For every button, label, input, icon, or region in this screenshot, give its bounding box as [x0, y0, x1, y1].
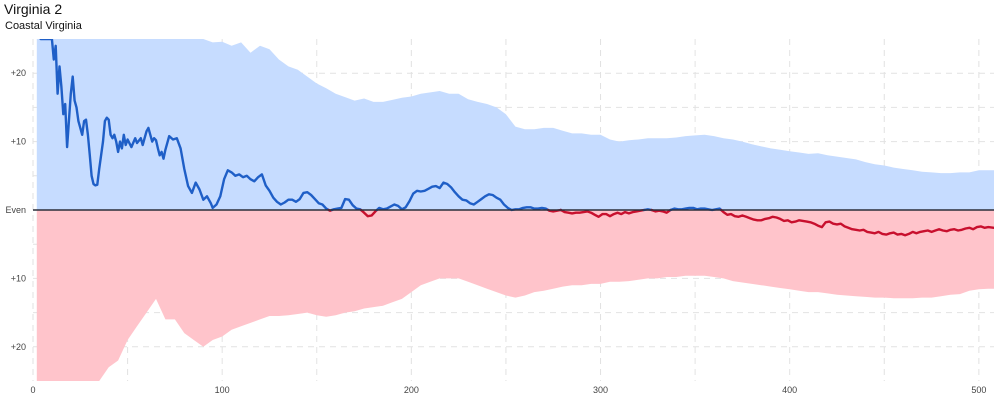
chart-subtitle: Coastal Virginia [5, 20, 82, 32]
positive-uncertainty-band [36, 39, 995, 210]
negative-uncertainty-band [36, 210, 995, 381]
margin-line-segment-positive [39, 39, 330, 212]
x-tick-label: 400 [782, 385, 797, 395]
margin-line-segment-negative [359, 208, 379, 218]
x-tick-label: 500 [971, 385, 986, 395]
y-tick-label: +10 [11, 273, 26, 283]
y-tick-label: +20 [11, 342, 26, 352]
y-tick-label: +10 [11, 137, 26, 147]
x-tick-label: 200 [404, 385, 419, 395]
tick-layer: +20 +10 Even +10 +20 0 100 200 300 400 500 [5, 68, 986, 395]
x-tick-label: 0 [30, 385, 35, 395]
margin-line-segment-positive [330, 197, 363, 212]
margin-line-segment-positive [375, 181, 550, 212]
y-tick-label: +20 [11, 68, 26, 78]
margin-line-segment-negative [720, 208, 994, 237]
y-tick-label: Even [5, 205, 26, 215]
margin-line-segment-negative [650, 208, 672, 214]
x-tick-label: 300 [593, 385, 608, 395]
margin-line-segment-negative [559, 208, 646, 218]
x-tick-label: 100 [215, 385, 230, 395]
chart-title: Virginia 2 [4, 1, 63, 17]
